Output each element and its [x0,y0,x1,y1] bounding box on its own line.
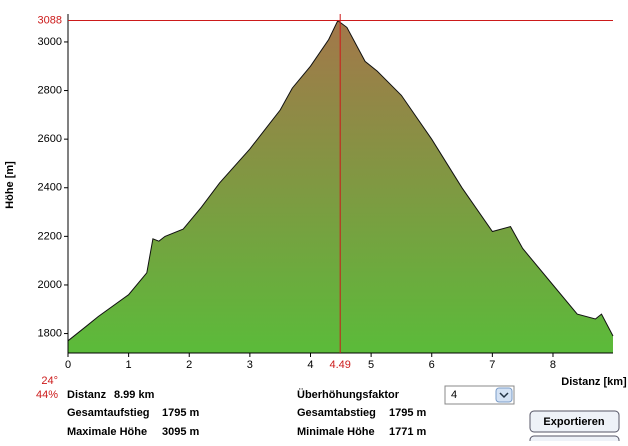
button[interactable] [529,435,620,446]
x-tick-label: 8 [550,359,556,371]
label-bg [26,13,66,28]
label: Gesamtabstieg [297,407,376,419]
label-bg [325,358,356,372]
value: 1771 m [389,426,427,438]
x-tick-label: 1 [126,359,132,371]
crosshair-y-label: 3088 [38,14,62,26]
y-tick-label: 3000 [38,36,62,48]
label: Minimale Höhe [297,426,375,438]
button[interactable] [529,410,620,433]
y-tick-label: 2400 [38,182,62,194]
label: Maximale Höhe [67,426,147,438]
select-value[interactable]: 4 [451,389,457,401]
y-tick-label: 2800 [38,84,62,96]
value: 1795 m [389,407,427,419]
label: Distanz [67,389,107,401]
y-tick-label: 2000 [38,279,62,291]
value: 3095 m [162,426,200,438]
x-tick-label: 6 [429,359,435,371]
export-button[interactable]: Exportieren [529,410,620,446]
value: 1795 m [162,407,200,419]
label: Überhöhungsfaktor [297,388,400,401]
value: 8.99 km [114,389,155,401]
x-tick-label: 3 [247,359,253,371]
y-tick-label: 2600 [38,133,62,145]
grade: 44% [36,389,58,401]
x-tick-label: 0 [65,359,71,371]
select[interactable]: 4 [444,385,515,405]
arrow-icon [499,392,509,399]
x-tick-label: 7 [489,359,495,371]
profile-line [67,19,614,342]
select-arrow[interactable] [495,387,513,403]
x-tick-label: 5 [368,359,374,371]
x-tick-label: 2 [186,359,192,371]
y-tick-label: 2200 [38,230,62,242]
y-axis-title: Höhe [m] [4,161,16,209]
button-label[interactable]: Exportieren [543,416,604,428]
x-tick-label: 4 [307,359,313,371]
y-tick-label: 1800 [38,327,62,339]
crosshair-x-label: 4.49 [329,359,350,371]
x-axis-title: Distanz [km] [561,376,627,388]
label: Gesamtaufstieg [67,407,150,419]
angle: 24° [41,375,58,387]
